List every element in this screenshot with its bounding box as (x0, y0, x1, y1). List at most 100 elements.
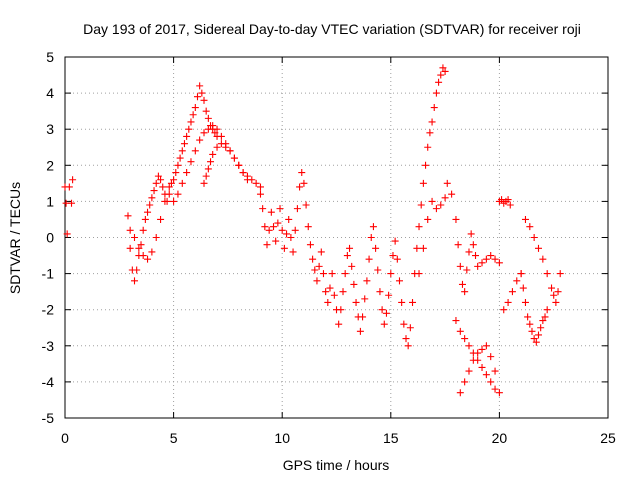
data-point (300, 179, 308, 187)
data-point (213, 125, 221, 133)
data-point (126, 226, 134, 234)
axis-ticks (64, 56, 609, 419)
y-tick-label: 2 (46, 157, 54, 173)
grid (65, 57, 608, 418)
data-point (209, 122, 217, 130)
data-point (443, 179, 451, 187)
data-point (243, 172, 251, 180)
data-point (437, 71, 445, 79)
data-point (204, 114, 212, 122)
data-point (217, 140, 225, 148)
data-point (487, 378, 495, 386)
data-point (380, 320, 388, 328)
data-point (456, 262, 464, 270)
data-point (193, 93, 201, 101)
data-point (461, 378, 469, 386)
data-point (482, 371, 490, 379)
data-point (534, 331, 542, 339)
data-point (200, 179, 208, 187)
data-point (372, 244, 380, 252)
data-point (124, 212, 132, 220)
data-point (521, 298, 529, 306)
data-point (439, 64, 447, 72)
y-tick-label: 3 (46, 121, 54, 137)
data-point (541, 313, 549, 321)
data-point (213, 143, 221, 151)
data-point (393, 255, 401, 263)
data-point (524, 313, 532, 321)
data-point (178, 147, 186, 155)
data-point (68, 199, 76, 207)
data-point (183, 132, 191, 140)
data-point (391, 237, 399, 245)
data-point (276, 205, 284, 213)
data-point (452, 215, 460, 223)
data-point (365, 255, 373, 263)
data-point (356, 327, 364, 335)
data-point (437, 201, 445, 209)
data-point (474, 262, 482, 270)
x-tick-label: 15 (383, 430, 399, 446)
data-point (207, 158, 215, 166)
data-point (304, 223, 312, 231)
data-point (274, 219, 282, 227)
data-points (61, 64, 564, 397)
data-point (498, 196, 506, 204)
data-point (428, 197, 436, 205)
y-axis-label: SDTVAR / TECUs (7, 182, 23, 294)
data-point (126, 244, 134, 252)
data-point (63, 230, 71, 238)
data-point (267, 208, 275, 216)
data-point (415, 223, 423, 231)
data-point (456, 389, 464, 397)
y-tick-label: -3 (42, 338, 55, 354)
data-point (424, 143, 432, 151)
data-point (506, 201, 514, 209)
data-point (409, 298, 417, 306)
data-point (180, 140, 188, 148)
data-point (526, 320, 534, 328)
data-point (137, 241, 145, 249)
data-point (176, 154, 184, 162)
data-point (369, 223, 377, 231)
data-point (174, 161, 182, 169)
data-point (478, 259, 486, 267)
data-point (131, 277, 139, 285)
data-point (385, 291, 393, 299)
data-point (172, 169, 180, 177)
data-point (528, 327, 536, 335)
data-point (465, 367, 473, 375)
y-tick-label: -1 (42, 266, 55, 282)
data-point (141, 215, 149, 223)
data-point (469, 356, 477, 364)
data-point (556, 270, 564, 278)
data-point (135, 244, 143, 252)
data-point (513, 277, 521, 285)
data-point (159, 183, 167, 191)
x-tick-label: 20 (492, 430, 508, 446)
data-point (432, 205, 440, 213)
data-point (348, 262, 356, 270)
data-point (189, 111, 197, 119)
data-point (487, 353, 495, 361)
x-tick-label: 10 (274, 430, 290, 446)
data-point (248, 176, 256, 184)
data-point (526, 223, 534, 231)
data-point (302, 201, 310, 209)
data-point (226, 147, 234, 155)
y-tick-label: 0 (46, 230, 54, 246)
data-point (491, 367, 499, 375)
data-point (426, 129, 434, 137)
data-point (361, 295, 369, 303)
data-point (491, 255, 499, 263)
data-point (165, 183, 173, 191)
data-point (346, 244, 354, 252)
data-point (289, 248, 297, 256)
data-point (435, 78, 443, 86)
data-point (478, 363, 486, 371)
data-point (395, 277, 403, 285)
data-point (322, 288, 330, 296)
plot-frame (64, 56, 609, 419)
data-point (187, 158, 195, 166)
